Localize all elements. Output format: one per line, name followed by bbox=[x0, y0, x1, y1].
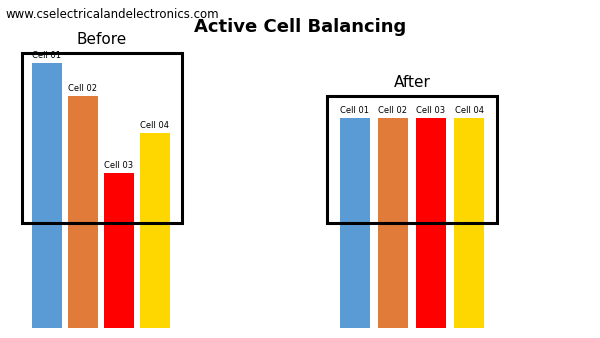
Text: Active Cell Balancing: Active Cell Balancing bbox=[194, 18, 406, 36]
Text: Cell 02: Cell 02 bbox=[68, 84, 97, 93]
Text: www.cselectricalandelectronics.com: www.cselectricalandelectronics.com bbox=[5, 8, 218, 21]
Text: Cell 03: Cell 03 bbox=[416, 106, 446, 115]
Bar bbox=[68, 96, 98, 328]
Text: Cell 01: Cell 01 bbox=[341, 106, 370, 115]
Bar bbox=[340, 118, 370, 328]
Bar bbox=[140, 133, 170, 328]
Bar bbox=[22, 53, 182, 223]
Text: Cell 01: Cell 01 bbox=[32, 51, 62, 60]
Text: Before: Before bbox=[77, 32, 127, 47]
Text: Cell 04: Cell 04 bbox=[140, 121, 170, 130]
Bar bbox=[104, 173, 134, 328]
Text: Cell 04: Cell 04 bbox=[455, 106, 484, 115]
Text: After: After bbox=[394, 75, 430, 90]
Text: Cell 03: Cell 03 bbox=[104, 161, 134, 170]
Bar bbox=[378, 118, 408, 328]
Text: Cell 02: Cell 02 bbox=[379, 106, 407, 115]
Bar bbox=[327, 96, 497, 223]
Bar bbox=[416, 118, 446, 328]
Bar bbox=[454, 118, 484, 328]
Bar bbox=[32, 63, 62, 328]
